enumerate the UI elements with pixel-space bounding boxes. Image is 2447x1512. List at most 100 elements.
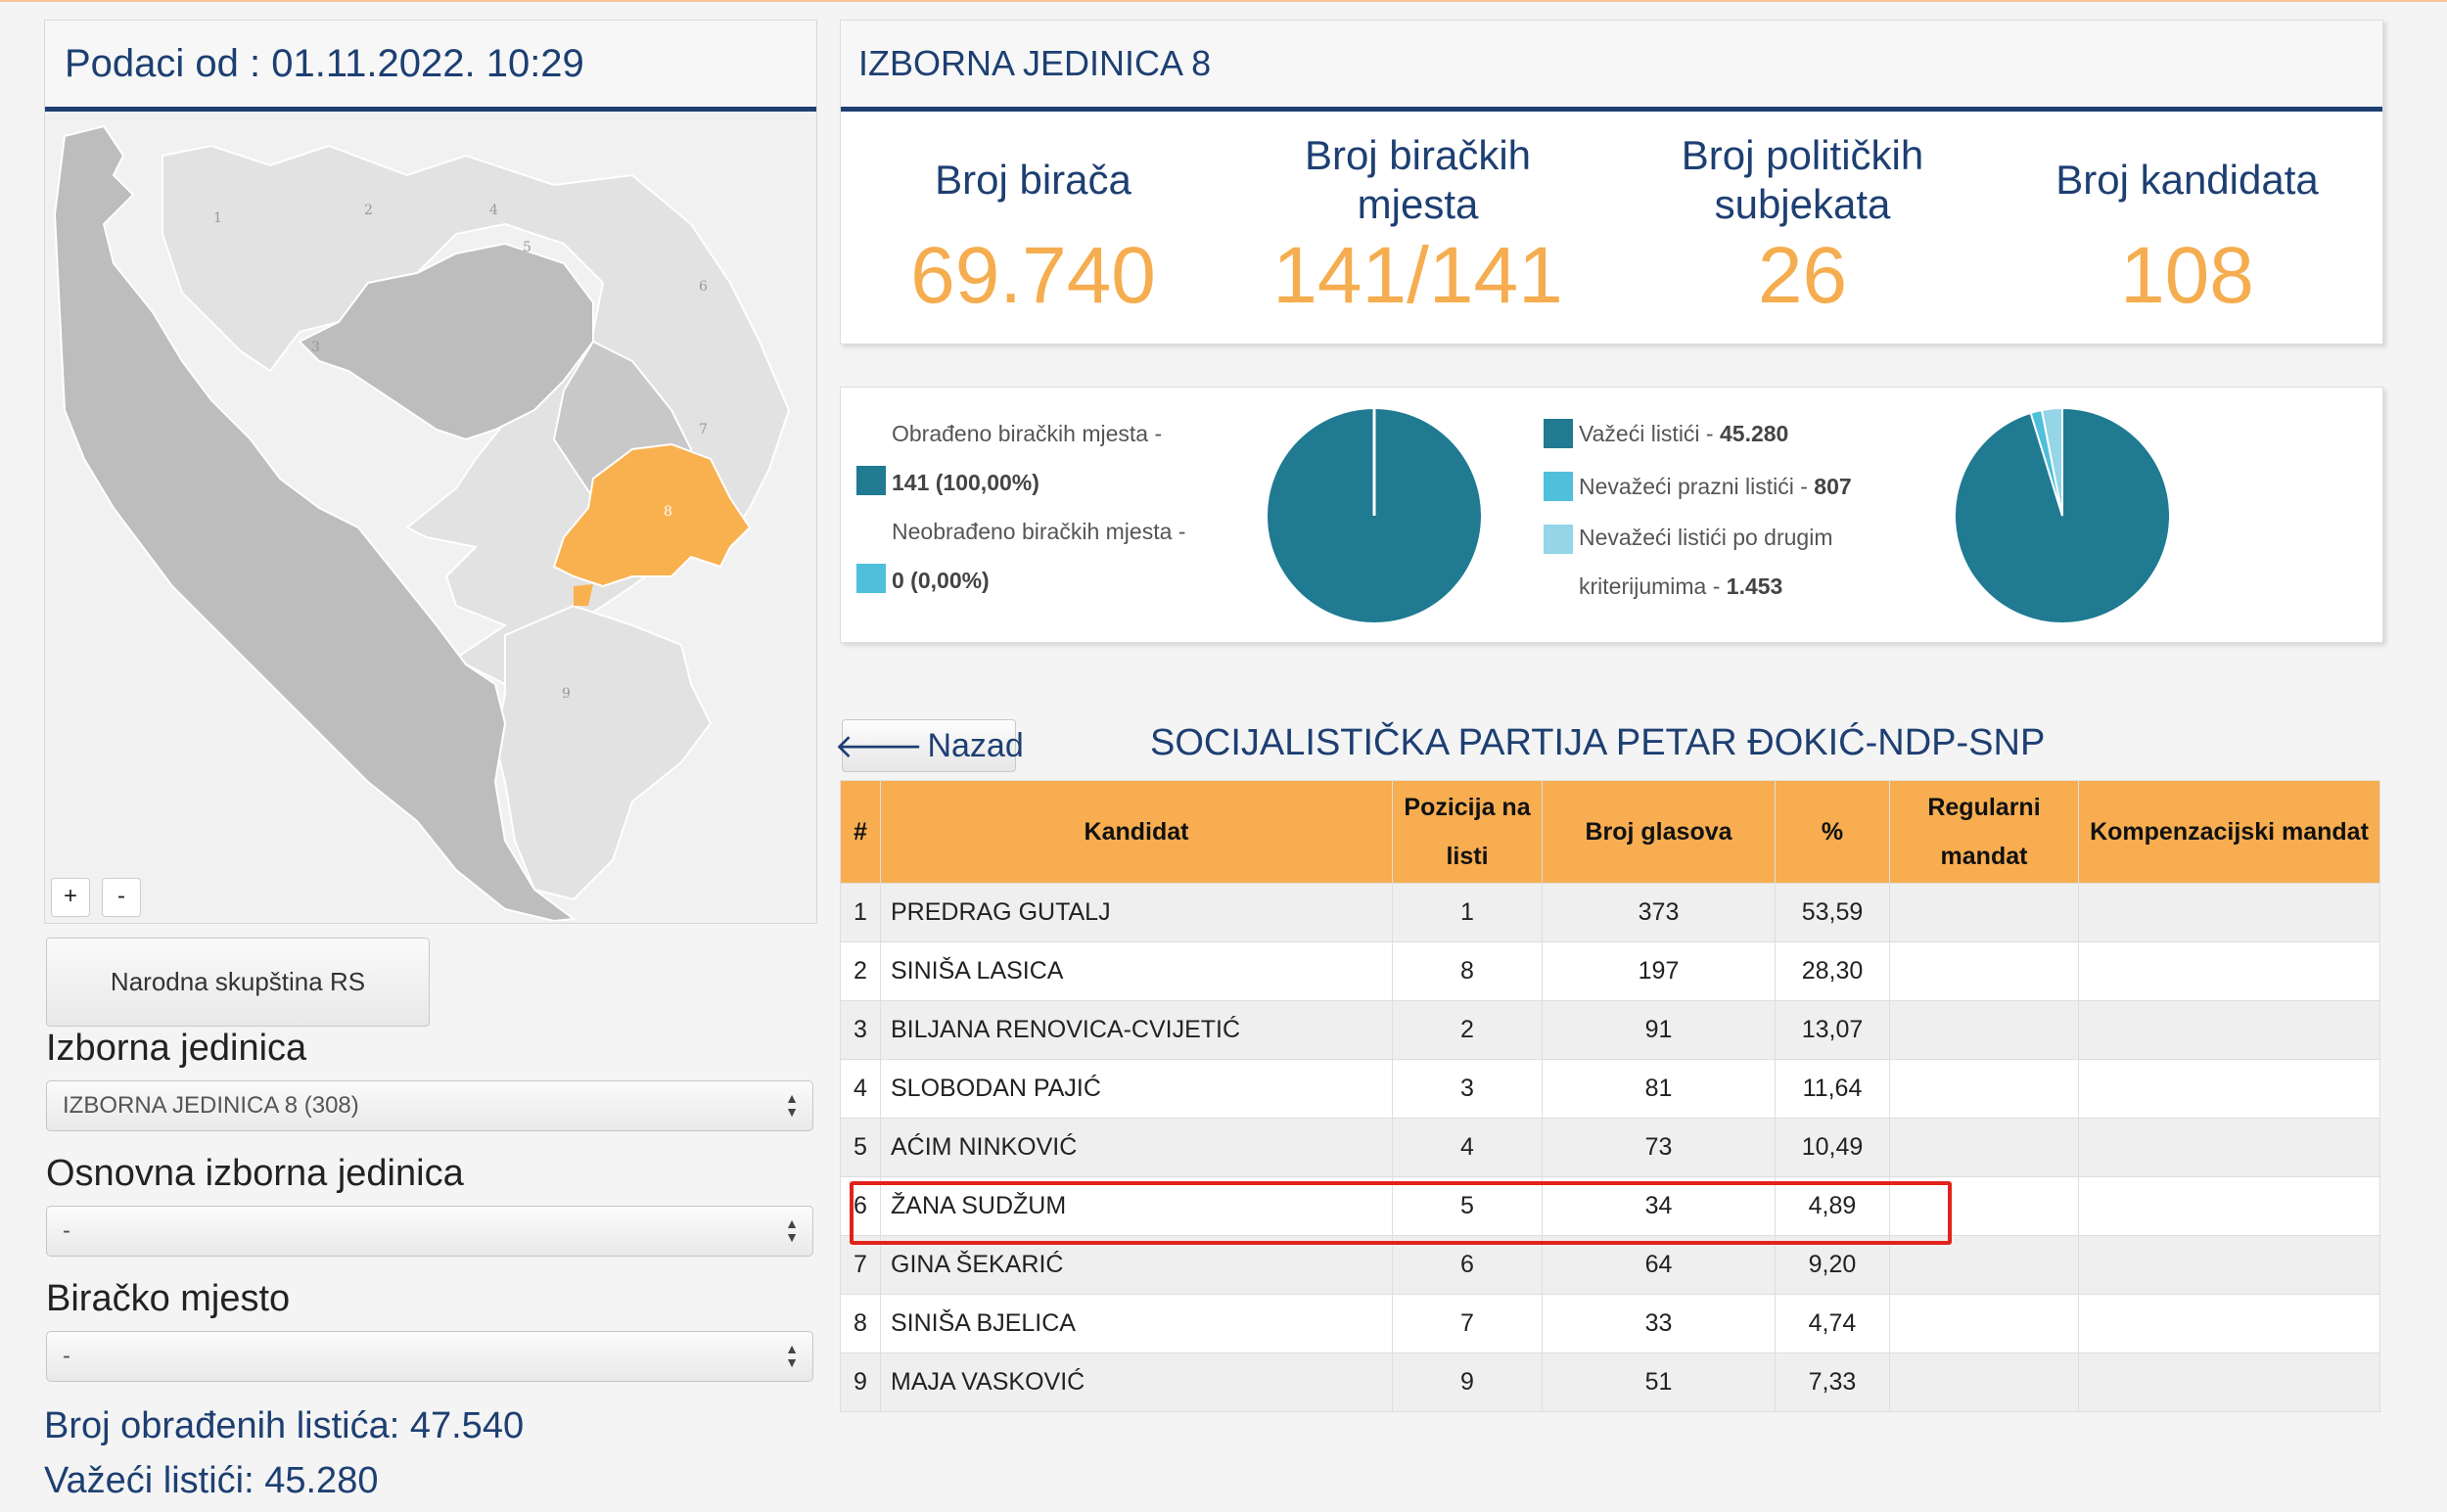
zoom-out-button[interactable]: - [102, 878, 141, 917]
map-number-7: 7 [699, 422, 708, 437]
col-header-kompenzacijski: Kompenzacijski mandat [2078, 780, 2380, 884]
stat-broj-kandidata: Broj kandidata 108 [1995, 112, 2379, 320]
legend-swatch [1544, 419, 1573, 448]
izborna-jedinica-value: IZBORNA JEDINICA 8 (308) [63, 1092, 359, 1119]
back-button[interactable]: 🡐 Nazad [834, 719, 1024, 772]
cell-pct: 7,33 [1775, 1352, 1890, 1412]
cell-pozicija: 3 [1392, 1059, 1543, 1119]
obradjeni-listici-text: Broj obrađenih listića: 47.540 [44, 1405, 525, 1446]
stat-label: Broj kandidata [2055, 157, 2319, 203]
col-header-pozicija: Pozicija na listi [1392, 780, 1543, 884]
table-row: 2 SINIŠA LASICA 8 197 28,30 [840, 941, 2380, 1001]
map-number-5: 5 [523, 240, 531, 255]
cell-pct: 13,07 [1775, 1000, 1890, 1060]
cell-regularni [1889, 1294, 2079, 1353]
cell-name: SINIŠA LASICA [880, 941, 1393, 1001]
legend-value: 1.453 [1726, 573, 1783, 599]
cell-name: AĆIM NINKOVIĆ [880, 1118, 1393, 1177]
legend-item-neobradjeno: Neobrađeno biračkih mjesta - 0 (0,00%) [856, 507, 1219, 605]
ballots-legend: Važeći listići - 45.280 Nevažeći prazni … [1544, 407, 1896, 611]
candidates-table-body: 1 PREDRAG GUTALJ 1 373 53,59 2 SINIŠA LASICA 8 1… [840, 883, 2380, 1412]
table-row: 4 SLOBODAN PAJIĆ 3 81 11,64 [840, 1059, 2380, 1119]
map-region-rs-east [298, 242, 594, 441]
cell-num: 5 [840, 1118, 881, 1177]
electoral-units-map[interactable]: 1 2 3 4 5 6 7 8 9 [45, 116, 814, 921]
col-header-kandidat: Kandidat [880, 780, 1393, 884]
cell-regularni [1889, 1235, 2079, 1295]
table-row: 8 SINIŠA BJELICA 7 33 4,74 [840, 1294, 2380, 1353]
stat-broj-politickih-subjekata: Broj političkih subjekata 26 [1610, 112, 1995, 316]
stat-label: Broj biračkih mjesta [1304, 132, 1532, 227]
party-title: SOCIJALISTIČKA PARTIJA PETAR ĐOKIĆ-NDP-S… [1150, 722, 2046, 763]
table-row: 9 MAJA VASKOVIĆ 9 51 7,33 [840, 1352, 2380, 1412]
col-header-glasovi: Broj glasova [1542, 780, 1776, 884]
cell-pozicija: 7 [1392, 1294, 1543, 1353]
back-button-label: Nazad [927, 726, 1024, 764]
map-number-1: 1 [213, 210, 222, 226]
stat-value: 69.740 [910, 231, 1156, 320]
legend-value: 141 (100,00%) [892, 470, 1039, 495]
select-arrows-icon: ▲ ▼ [785, 1090, 799, 1120]
map-region-8-selected[interactable] [552, 442, 752, 588]
cell-name: SINIŠA BJELICA [880, 1294, 1393, 1353]
cell-num: 4 [840, 1059, 881, 1119]
biracko-mjesto-select[interactable]: - ▲ ▼ [46, 1331, 813, 1382]
polling-stations-pie [1266, 407, 1483, 624]
cell-regularni [1889, 1352, 2079, 1412]
cell-name: PREDRAG GUTALJ [880, 883, 1393, 942]
ballots-pie [1954, 406, 2171, 624]
map-number-9: 9 [562, 686, 571, 702]
cell-name: ŽANA SUDŽUM [880, 1176, 1393, 1236]
vazeci-listici-text: Važeći listići: 45.280 [44, 1460, 379, 1501]
cell-num: 9 [840, 1352, 881, 1412]
legend-label: Nevažeći listići po drugim [1579, 525, 1833, 550]
cell-kompenzacijski [2078, 1294, 2380, 1353]
electoral-unit-header: IZBORNA JEDINICA 8 [841, 21, 2382, 112]
stat-broj-birackih-mjesta: Broj biračkih mjesta 141/141 [1225, 112, 1610, 316]
cell-pozicija: 9 [1392, 1352, 1543, 1412]
col-header-num: # [840, 780, 881, 884]
cell-num: 7 [840, 1235, 881, 1295]
cell-regularni [1889, 1000, 2079, 1060]
electoral-unit-stats: Broj birača 69.740 Broj biračkih mjesta … [841, 112, 2382, 320]
cell-pct: 4,74 [1775, 1294, 1890, 1353]
cell-glasovi: 373 [1542, 883, 1776, 942]
cell-regularni [1889, 941, 2079, 1001]
cell-pozicija: 6 [1392, 1235, 1543, 1295]
cell-kompenzacijski [2078, 1059, 2380, 1119]
polling-stations-legend: Obrađeno biračkih mjesta - 141 (100,00%)… [856, 409, 1219, 605]
cell-pct: 28,30 [1775, 941, 1890, 1001]
cell-kompenzacijski [2078, 883, 2380, 942]
col-header-regularni: Regularni mandat [1889, 780, 2079, 884]
legend-swatch [1544, 525, 1573, 554]
zoom-in-button[interactable]: + [51, 878, 90, 917]
legend-swatch [1544, 472, 1573, 501]
cell-pozicija: 8 [1392, 941, 1543, 1001]
cell-pct: 11,64 [1775, 1059, 1890, 1119]
cell-glasovi: 51 [1542, 1352, 1776, 1412]
cell-glasovi: 91 [1542, 1000, 1776, 1060]
cell-name: SLOBODAN PAJIĆ [880, 1059, 1393, 1119]
izborna-jedinica-select[interactable]: IZBORNA JEDINICA 8 (308) ▲ ▼ [46, 1080, 813, 1131]
cell-name: MAJA VASKOVIĆ [880, 1352, 1393, 1412]
data-date-header: Podaci od : 01.11.2022. 10:29 [45, 21, 816, 112]
map-panel: Podaci od : 01.11.2022. 10:29 1 2 3 4 5 … [44, 20, 817, 924]
cell-num: 2 [840, 941, 881, 1001]
map-region-9 [493, 604, 713, 901]
table-row: 6 ŽANA SUDŽUM 5 34 4,89 [840, 1176, 2380, 1236]
osnovna-izborna-jedinica-value: - [63, 1217, 70, 1244]
map-number-6: 6 [699, 279, 708, 295]
data-date-label: Podaci od : 01.11.2022. 10:29 [65, 41, 584, 85]
cell-regularni [1889, 1059, 2079, 1119]
stat-value: 108 [2120, 231, 2254, 320]
select-arrows-icon: ▲ ▼ [785, 1215, 799, 1245]
cell-glasovi: 81 [1542, 1059, 1776, 1119]
legend-swatch [856, 466, 886, 495]
narodna-skupstina-button[interactable]: Narodna skupština RS [46, 938, 430, 1027]
cell-glasovi: 197 [1542, 941, 1776, 1001]
table-row: 7 GINA ŠEKARIĆ 6 64 9,20 [840, 1235, 2380, 1295]
osnovna-izborna-jedinica-select[interactable]: - ▲ ▼ [46, 1206, 813, 1257]
candidates-table: # Kandidat Pozicija na listi Broj glasov… [840, 780, 2380, 1412]
map-number-8: 8 [664, 504, 672, 520]
biracko-mjesto-label: Biračko mjesto [46, 1278, 291, 1319]
